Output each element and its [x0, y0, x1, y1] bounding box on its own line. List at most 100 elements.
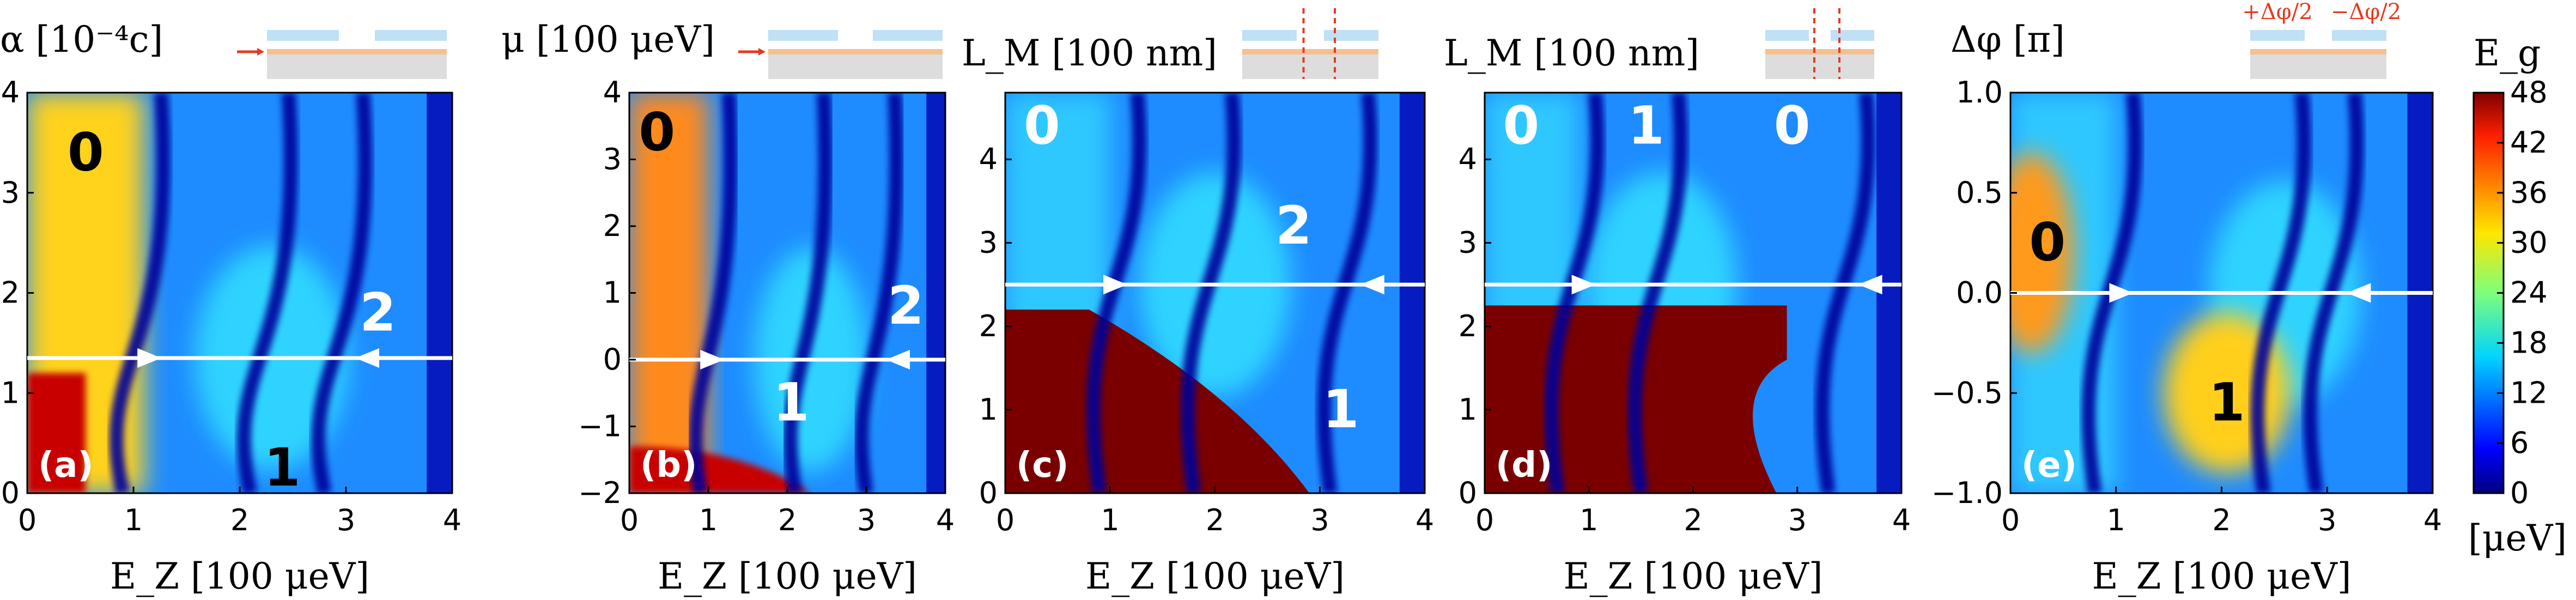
phase-label: 0: [68, 122, 104, 183]
y-tick-label: 0.0: [1956, 276, 2003, 310]
x-tick-label: 4: [1892, 503, 1911, 537]
x-tick-label: 0: [996, 503, 1014, 537]
gap-closing-band: [1627, 93, 1688, 493]
x-axis-label: E_Z [100 μeV]: [2092, 555, 2351, 597]
inset-gate-right: [375, 30, 447, 41]
x-tick-label: 3: [337, 503, 355, 537]
heatmap: [629, 93, 945, 493]
inset-wire: [768, 49, 943, 54]
x-tick-label: 1: [124, 503, 143, 537]
gap-closing-band: [854, 93, 904, 493]
y-axis-label: L_M [100 nm]: [962, 32, 1217, 74]
x-tick-label: 0: [2001, 503, 2020, 537]
x-tick-label: 1: [2107, 503, 2125, 537]
x-tick-label: 0: [18, 503, 37, 537]
y-tick-label: −0.5: [1931, 375, 2003, 410]
y-tick-label: 1: [979, 392, 998, 427]
y-tick-label: 2: [1459, 309, 1477, 343]
colorbar-tick-label: 18: [2510, 325, 2548, 360]
colorbar-tick-label: 30: [2510, 226, 2548, 260]
device-inset: [1242, 8, 1378, 79]
y-tick-label: −2: [578, 476, 622, 510]
gap-closing-band: [783, 93, 833, 493]
gap-closing-band: [688, 93, 738, 493]
colorbar-tick-label: 12: [2510, 375, 2548, 410]
colorbar-title: E_g: [2474, 32, 2541, 74]
saturated-region: [629, 446, 811, 493]
inset-gate-left: [1765, 30, 1809, 41]
y-tick-label: 4: [603, 75, 622, 110]
heatmap: [1485, 93, 1901, 493]
inset-gate-left: [768, 30, 838, 41]
inset-substrate: [1765, 54, 1874, 79]
phase-label: 1: [773, 372, 810, 433]
y-tick-label: 1: [1, 375, 20, 410]
inset-substrate: [267, 54, 447, 79]
cut-arrow-left: [1360, 275, 1384, 295]
gap-closing-band: [1317, 93, 1378, 493]
y-tick-label: 1: [1459, 392, 1477, 427]
colorbar-tick-label: 6: [2510, 426, 2529, 460]
phase-label: 0: [1024, 95, 1060, 156]
y-tick-label: 0: [1, 476, 20, 510]
panel-label: (b): [640, 445, 697, 486]
x-tick-label: 1: [699, 503, 718, 537]
x-axis-label: E_Z [100 μeV]: [110, 555, 369, 597]
x-tick-label: 3: [857, 503, 876, 537]
y-tick-label: 1: [603, 276, 622, 310]
inset-gate-left: [1242, 30, 1297, 41]
saturated-region: [1005, 310, 1310, 493]
x-tick-label: 4: [1415, 503, 1434, 537]
device-inset: +Δφ/2 −Δφ/2: [2242, 0, 2401, 79]
inset-phase-plus: +Δφ/2: [2242, 0, 2312, 25]
y-tick-label: 2: [979, 309, 998, 343]
y-tick-label: 3: [1459, 226, 1477, 260]
inset-wire: [2250, 49, 2386, 54]
x-tick-label: 4: [936, 503, 955, 537]
inset-arrow-head: [257, 48, 264, 56]
panel-e: 0 1 2 3 4 −1.0 −0.5 0.0 0.5 1.0 E_Z [100 μeV] Δφ [π…: [1931, 0, 2442, 597]
y-tick-label: 4: [1, 75, 20, 110]
gap-closing-band: [1815, 93, 1876, 493]
y-tick-label: 0: [979, 476, 998, 510]
x-tick-label: 3: [1310, 503, 1329, 537]
x-axis-label: E_Z [100 μeV]: [1085, 555, 1345, 597]
inset-gate-right: [1831, 30, 1874, 41]
gap-closing-band: [109, 93, 171, 493]
cut-arrow-left: [2347, 283, 2371, 303]
cut-arrow-right: [1571, 275, 1596, 295]
y-axis-label: Δφ [π]: [1951, 19, 2065, 60]
inset-phase-minus: −Δφ/2: [2331, 0, 2401, 25]
panel-label: (d): [1496, 445, 1552, 486]
cut-arrow-right: [137, 348, 162, 368]
y-tick-label: 4: [1459, 142, 1477, 177]
inset-substrate: [768, 54, 943, 79]
inset-wire: [1242, 49, 1378, 54]
colorbar-tick-label: 0: [2510, 476, 2529, 510]
colorbar-unit: [μeV]: [2468, 517, 2567, 559]
colorbar-tick-label: 48: [2510, 75, 2548, 110]
cut-arrow-right: [2109, 283, 2134, 303]
x-tick-label: 3: [2318, 503, 2336, 537]
phase-label: 1: [264, 437, 301, 498]
cut-arrow-left: [886, 350, 910, 369]
colorbar-tick-label: 42: [2510, 125, 2548, 160]
x-tick-label: 1: [1579, 503, 1598, 537]
x-tick-label: 4: [2423, 503, 2442, 537]
x-tick-label: 4: [443, 503, 461, 537]
inset-gate-right: [873, 30, 943, 41]
edge-band: [1399, 93, 1425, 493]
y-axis-label: L_M [100 nm]: [1444, 32, 1699, 74]
y-tick-label: −1: [578, 409, 622, 444]
x-axis-label: E_Z [100 μeV]: [1563, 555, 1822, 597]
inset-gate-left: [267, 30, 339, 41]
edge-band: [926, 93, 945, 493]
gap-closing-band: [1181, 93, 1241, 493]
phase-label: 1: [1628, 95, 1664, 156]
panel-b: 0 1 2 3 4 −2 −1 0 1 2 3 4 E_Z [100 μeV] μ [100 μeV] (b…: [501, 19, 955, 597]
phase-label: 0: [639, 102, 675, 163]
